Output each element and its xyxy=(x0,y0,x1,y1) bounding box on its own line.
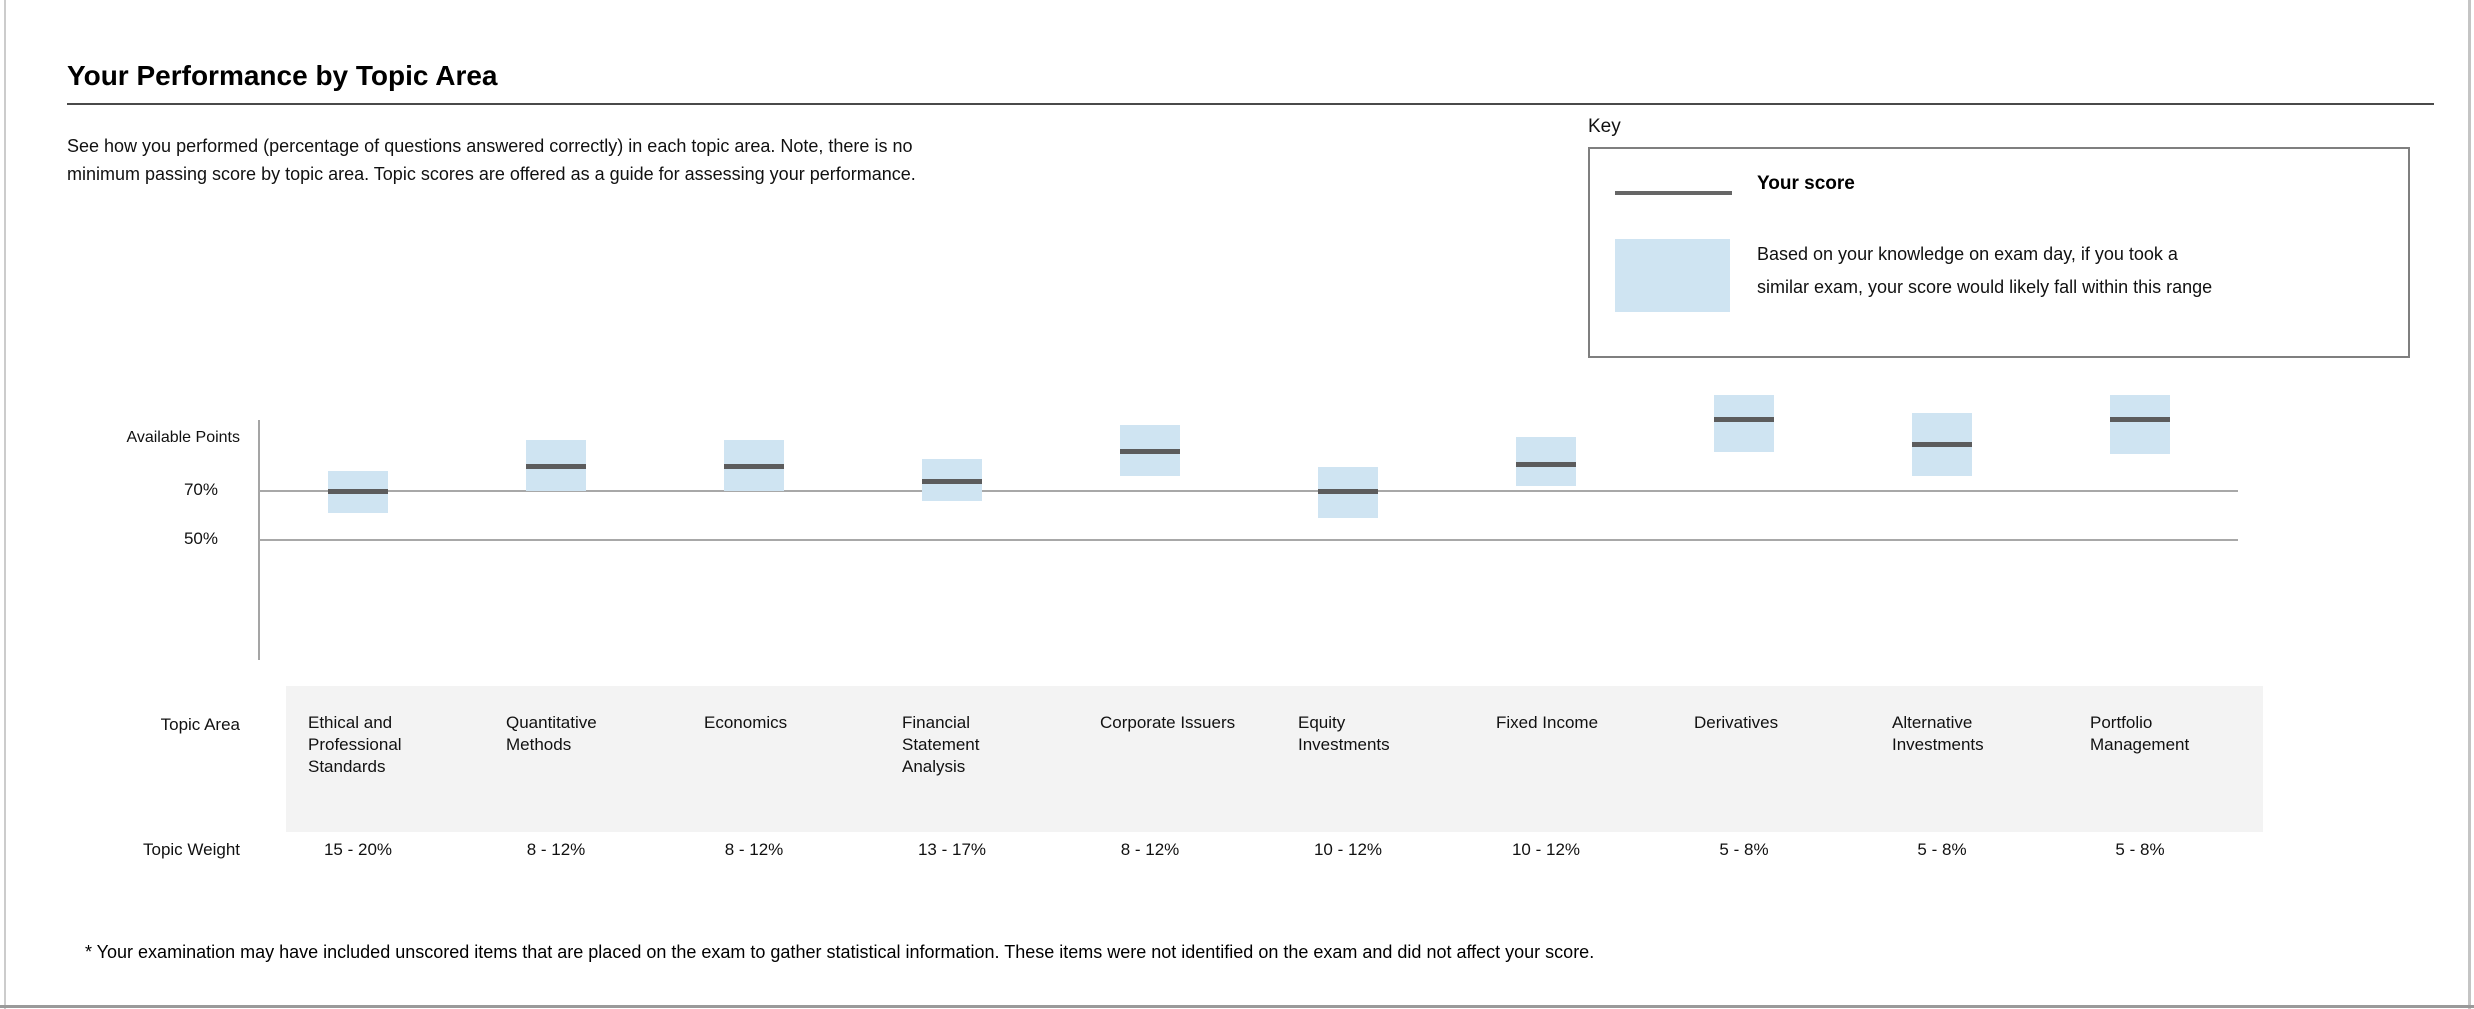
topic-weight: 8 - 12% xyxy=(1120,840,1180,859)
score-range-box xyxy=(2110,395,2170,455)
topic-weight: 8 - 12% xyxy=(724,840,784,859)
page-bottom-border xyxy=(0,1005,2474,1008)
topic-name: Quantitative Methods xyxy=(506,713,597,754)
score-line xyxy=(2110,417,2170,423)
score-line xyxy=(526,464,586,469)
score-line-swatch xyxy=(1615,191,1732,195)
intro-paragraph: See how you performed (percentage of que… xyxy=(67,136,916,184)
y-tick-label: 70% xyxy=(183,480,218,499)
topic-name: Alternative Investments xyxy=(1892,713,1984,754)
y-tick-label: 50% xyxy=(183,529,218,548)
score-range-swatch xyxy=(1615,239,1730,312)
score-line xyxy=(922,478,982,484)
score-line xyxy=(1516,461,1576,467)
score-line xyxy=(1120,449,1180,455)
footnote: * Your examination may have included uns… xyxy=(85,942,1595,962)
topic-name: Fixed Income xyxy=(1496,713,1599,732)
topic-weight: 5 - 8% xyxy=(1719,840,1769,859)
key-heading: Key xyxy=(1588,116,1621,137)
score-line xyxy=(328,488,388,494)
gridline-50% xyxy=(259,539,2238,541)
topic-weight: 5 - 8% xyxy=(1917,840,1967,859)
topic-name: Derivatives xyxy=(1694,713,1779,732)
score-line xyxy=(724,464,784,469)
score-line-label: Your score xyxy=(1757,173,1855,194)
topic-area-row-label: Topic Area xyxy=(160,715,240,734)
topic-weight: 10 - 12% xyxy=(1511,840,1581,859)
topic-table-band xyxy=(286,686,2263,832)
key-box: Your score Based on your knowledge on ex… xyxy=(1588,147,2410,358)
score-line xyxy=(1318,488,1378,494)
topic-name: Corporate Issuers xyxy=(1100,713,1236,732)
topic-weight: 10 - 12% xyxy=(1313,840,1383,859)
score-range-box xyxy=(1714,395,1774,452)
topic-weight: 5 - 8% xyxy=(2115,840,2165,859)
topic-name: Financial Statement Analysis xyxy=(902,713,980,776)
score-line xyxy=(1912,441,1972,447)
page-right-border xyxy=(2468,0,2471,1009)
topic-weight: 8 - 12% xyxy=(526,840,586,859)
topic-weight: 15 - 20% xyxy=(323,840,393,859)
topic-name: Portfolio Management xyxy=(2090,713,2190,754)
gridline-70% xyxy=(259,490,2238,492)
page-left-border xyxy=(4,0,6,1009)
page-title: Your Performance by Topic Area xyxy=(67,59,2434,105)
topic-weight-row-label: Topic Weight xyxy=(142,840,240,859)
topic-weight: 13 - 17% xyxy=(917,840,987,859)
score-line xyxy=(1714,417,1774,423)
score-range-description: Based on your knowledge on exam day, if … xyxy=(1757,244,2213,297)
topic-name: Economics xyxy=(704,713,788,732)
topic-name: Equity Investments xyxy=(1298,713,1390,754)
topic-name: Ethical and Professional Standards xyxy=(308,713,402,776)
y-axis-title: Available Points xyxy=(126,429,240,446)
